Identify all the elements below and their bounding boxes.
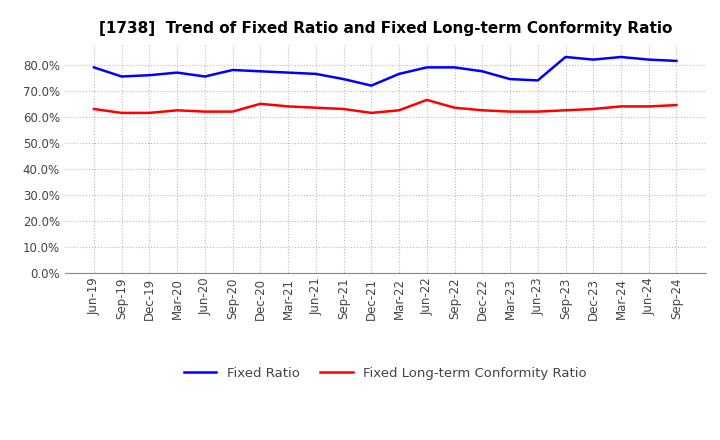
Fixed Long-term Conformity Ratio [395,108,403,113]
Line: Fixed Ratio: Fixed Ratio [94,57,677,86]
Fixed Ratio [117,74,126,79]
Fixed Ratio [256,69,265,74]
Fixed Ratio [478,69,487,74]
Fixed Ratio [589,57,598,62]
Fixed Long-term Conformity Ratio [256,101,265,106]
Fixed Ratio [228,67,237,73]
Fixed Long-term Conformity Ratio [173,108,181,113]
Fixed Ratio [145,73,154,78]
Fixed Ratio [89,65,98,70]
Fixed Long-term Conformity Ratio [201,109,210,114]
Fixed Long-term Conformity Ratio [339,106,348,112]
Fixed Ratio [173,70,181,75]
Fixed Ratio [644,57,653,62]
Fixed Long-term Conformity Ratio [145,110,154,116]
Fixed Long-term Conformity Ratio [561,108,570,113]
Fixed Ratio [672,58,681,63]
Fixed Long-term Conformity Ratio [450,105,459,110]
Legend: Fixed Ratio, Fixed Long-term Conformity Ratio: Fixed Ratio, Fixed Long-term Conformity … [179,362,592,385]
Fixed Ratio [561,55,570,60]
Fixed Long-term Conformity Ratio [672,103,681,108]
Fixed Ratio [339,77,348,82]
Fixed Ratio [395,71,403,77]
Fixed Ratio [505,77,514,82]
Fixed Long-term Conformity Ratio [644,104,653,109]
Line: Fixed Long-term Conformity Ratio: Fixed Long-term Conformity Ratio [94,100,677,113]
Fixed Ratio [534,78,542,83]
Fixed Long-term Conformity Ratio [589,106,598,112]
Fixed Long-term Conformity Ratio [478,108,487,113]
Fixed Long-term Conformity Ratio [534,109,542,114]
Fixed Long-term Conformity Ratio [505,109,514,114]
Fixed Long-term Conformity Ratio [423,97,431,103]
Fixed Ratio [616,55,625,60]
Fixed Long-term Conformity Ratio [616,104,625,109]
Fixed Ratio [450,65,459,70]
Fixed Long-term Conformity Ratio [228,109,237,114]
Fixed Long-term Conformity Ratio [117,110,126,116]
Fixed Long-term Conformity Ratio [312,105,320,110]
Title: [1738]  Trend of Fixed Ratio and Fixed Long-term Conformity Ratio: [1738] Trend of Fixed Ratio and Fixed Lo… [99,21,672,36]
Fixed Long-term Conformity Ratio [89,106,98,112]
Fixed Ratio [201,74,210,79]
Fixed Ratio [423,65,431,70]
Fixed Ratio [284,70,292,75]
Fixed Long-term Conformity Ratio [284,104,292,109]
Fixed Ratio [312,71,320,77]
Fixed Ratio [367,83,376,88]
Fixed Long-term Conformity Ratio [367,110,376,116]
